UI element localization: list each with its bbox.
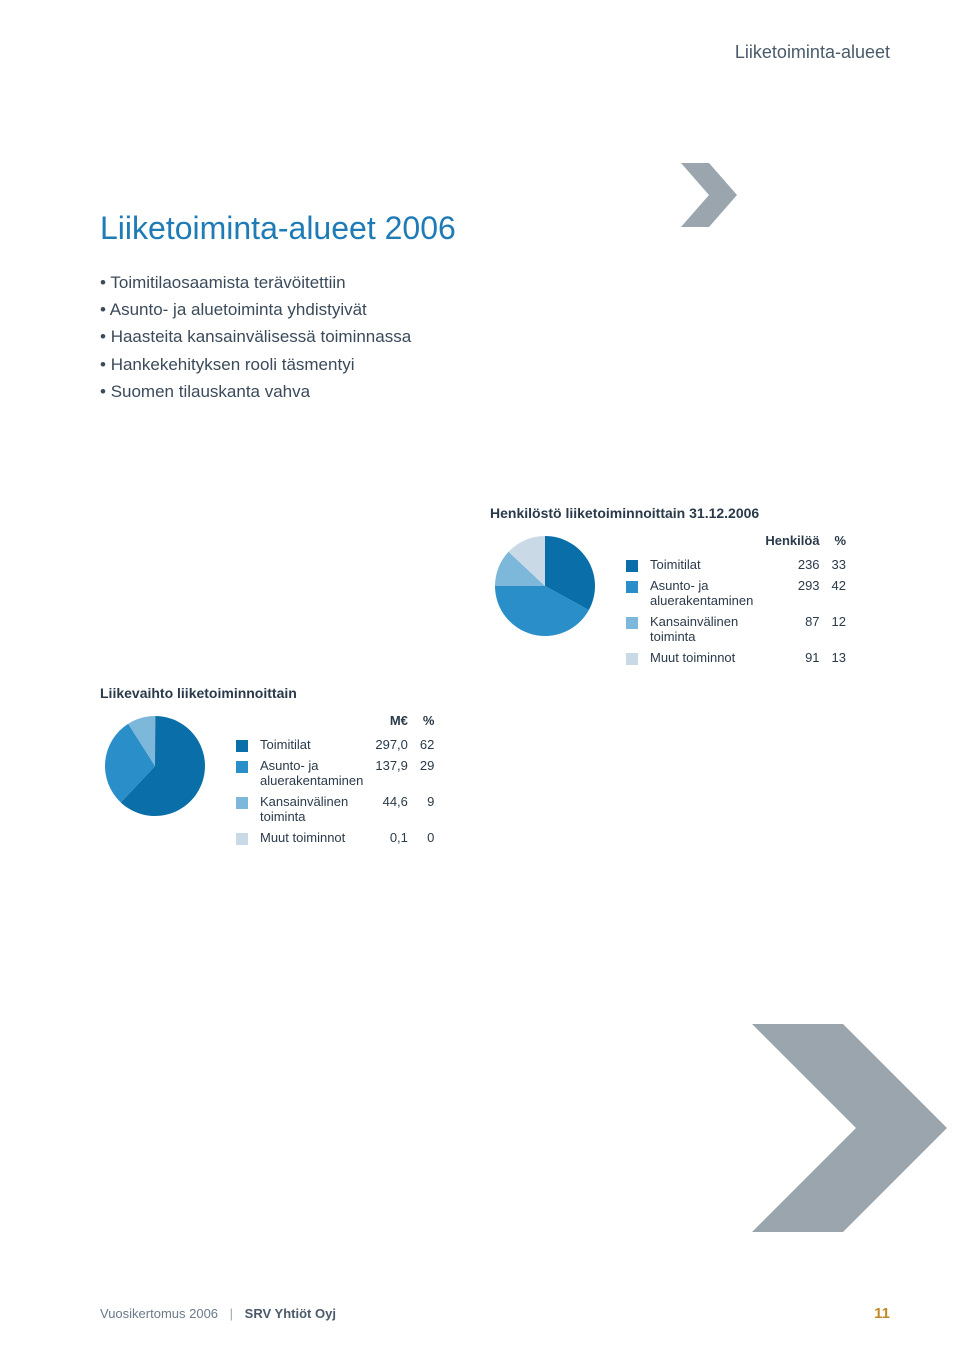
col-header: Henkilöä — [759, 531, 825, 554]
footer-left: Vuosikertomus 2006 | SRV Yhtiöt Oyj — [100, 1306, 336, 1321]
legend-swatch — [236, 740, 248, 752]
table-header-row: Henkilöä % — [620, 531, 852, 554]
legend-label: Muut toiminnot — [644, 647, 759, 668]
legend-pct: 29 — [414, 755, 440, 791]
legend-pct: 12 — [826, 611, 852, 647]
legend-label: Asunto- ja aluerakentaminen — [644, 575, 759, 611]
legend-swatch — [236, 797, 248, 809]
legend-swatch — [626, 581, 638, 593]
col-header: M€ — [369, 711, 414, 734]
personnel-legend-table: Henkilöä % Toimitilat 236 33 Asunto- ja … — [620, 531, 852, 668]
table-row: Kansainvälinen toiminta 44,6 9 — [230, 791, 440, 827]
bullet-item: Hankekehityksen rooli täsmentyi — [100, 351, 890, 378]
revenue-section: Liikevaihto liiketoiminnoittain M€ % Toi… — [100, 685, 500, 848]
table-row: Toimitilat 236 33 — [620, 554, 852, 575]
legend-value: 137,9 — [369, 755, 414, 791]
arrow-decoration-big — [700, 998, 960, 1258]
footer-divider: | — [230, 1306, 233, 1321]
bullet-item: Haasteita kansainvälisessä toiminnassa — [100, 323, 890, 350]
legend-value: 293 — [759, 575, 825, 611]
legend-label: Kansainvälinen toiminta — [644, 611, 759, 647]
page-title: Liiketoiminta-alueet 2006 — [100, 210, 890, 247]
legend-pct: 33 — [826, 554, 852, 575]
personnel-block: Henkilöä % Toimitilat 236 33 Asunto- ja … — [490, 531, 925, 668]
legend-label: Toimitilat — [254, 734, 369, 755]
legend-value: 87 — [759, 611, 825, 647]
page: Liiketoiminta-alueet Liiketoiminta-aluee… — [0, 0, 960, 1358]
table-row: Asunto- ja aluerakentaminen 293 42 — [620, 575, 852, 611]
revenue-legend-table: M€ % Toimitilat 297,0 62 Asunto- ja alue… — [230, 711, 440, 848]
bullet-list: Toimitilaosaamista terävöitettiin Asunto… — [100, 269, 890, 405]
page-header-label: Liiketoiminta-alueet — [735, 42, 890, 63]
personnel-pie-chart — [490, 531, 600, 641]
table-row: Muut toiminnot 91 13 — [620, 647, 852, 668]
legend-swatch — [236, 833, 248, 845]
footer-report-label: Vuosikertomus 2006 — [100, 1306, 218, 1321]
bullet-item: Suomen tilauskanta vahva — [100, 378, 890, 405]
revenue-title: Liikevaihto liiketoiminnoittain — [100, 685, 500, 701]
personnel-section: Henkilöstö liiketoiminnoittain 31.12.200… — [490, 505, 925, 668]
legend-value: 0,1 — [369, 827, 414, 848]
legend-label: Asunto- ja aluerakentaminen — [254, 755, 369, 791]
table-row: Kansainvälinen toiminta 87 12 — [620, 611, 852, 647]
page-number: 11 — [874, 1305, 890, 1322]
legend-value: 91 — [759, 647, 825, 668]
bullet-item: Toimitilaosaamista terävöitettiin — [100, 269, 890, 296]
legend-pct: 0 — [414, 827, 440, 848]
arrow-big-path — [752, 1024, 947, 1232]
legend-label: Kansainvälinen toiminta — [254, 791, 369, 827]
arrow-small-path — [681, 163, 737, 227]
legend-value: 236 — [759, 554, 825, 575]
bullet-item: Asunto- ja aluetoiminta yhdistyivät — [100, 296, 890, 323]
col-header: % — [414, 711, 440, 734]
table-row: Toimitilat 297,0 62 — [230, 734, 440, 755]
personnel-title: Henkilöstö liiketoiminnoittain 31.12.200… — [490, 505, 925, 521]
legend-value: 297,0 — [369, 734, 414, 755]
legend-pct: 13 — [826, 647, 852, 668]
legend-value: 44,6 — [369, 791, 414, 827]
legend-label: Muut toiminnot — [254, 827, 369, 848]
table-row: Muut toiminnot 0,1 0 — [230, 827, 440, 848]
revenue-block: M€ % Toimitilat 297,0 62 Asunto- ja alue… — [100, 711, 500, 848]
revenue-pie-chart — [100, 711, 210, 821]
legend-swatch — [626, 653, 638, 665]
table-row: Asunto- ja aluerakentaminen 137,9 29 — [230, 755, 440, 791]
arrow-decoration-small — [665, 155, 745, 235]
table-header-row: M€ % — [230, 711, 440, 734]
col-header: % — [826, 531, 852, 554]
legend-pct: 9 — [414, 791, 440, 827]
footer-company: SRV Yhtiöt Oyj — [245, 1306, 336, 1321]
legend-label: Toimitilat — [644, 554, 759, 575]
legend-swatch — [626, 560, 638, 572]
legend-swatch — [626, 617, 638, 629]
legend-pct: 62 — [414, 734, 440, 755]
page-footer: Vuosikertomus 2006 | SRV Yhtiöt Oyj 11 — [100, 1305, 890, 1322]
legend-swatch — [236, 761, 248, 773]
legend-pct: 42 — [826, 575, 852, 611]
